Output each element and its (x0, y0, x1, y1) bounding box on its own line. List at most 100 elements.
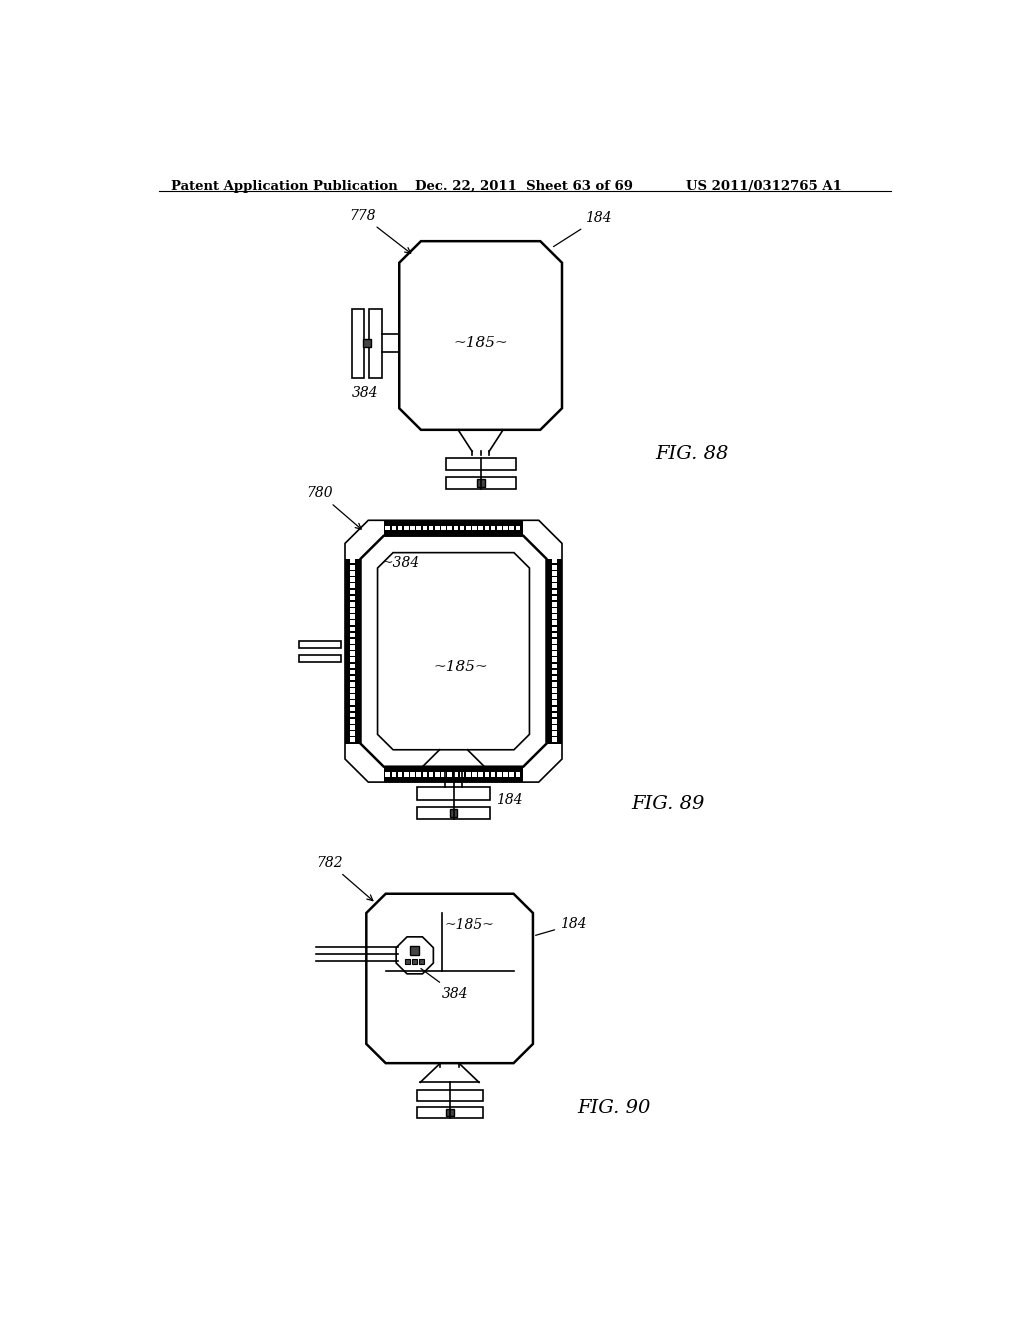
Bar (552, 676, 557, 681)
Bar (445, 458, 515, 470)
Bar (350, 590, 355, 594)
Bar (419, 958, 424, 964)
Text: Dec. 22, 2011  Sheet 63 of 69: Dec. 22, 2011 Sheet 63 of 69 (415, 180, 633, 193)
Bar (447, 772, 452, 776)
Bar (350, 651, 355, 656)
Bar (351, 309, 364, 378)
Bar (410, 772, 415, 776)
Bar (417, 788, 490, 800)
Bar (552, 572, 557, 576)
Bar (350, 558, 355, 564)
Bar (350, 664, 355, 668)
Bar (410, 525, 415, 531)
Bar (350, 645, 355, 649)
Bar (350, 719, 355, 723)
Text: 782: 782 (316, 855, 373, 900)
Bar (350, 657, 355, 663)
Text: ~185~: ~185~ (454, 337, 508, 350)
Bar (497, 772, 502, 776)
Bar (552, 583, 557, 589)
Bar (466, 772, 471, 776)
Bar (403, 772, 409, 776)
Bar (423, 525, 427, 531)
Text: FIG. 90: FIG. 90 (578, 1100, 651, 1117)
Bar (509, 772, 514, 776)
Bar (435, 525, 439, 531)
Bar (385, 772, 390, 776)
Bar (350, 688, 355, 693)
Bar (350, 565, 355, 570)
Bar (515, 772, 520, 776)
Bar (552, 664, 557, 668)
Bar (552, 694, 557, 700)
Bar (552, 558, 557, 564)
Bar (345, 558, 360, 743)
Bar (350, 632, 355, 638)
Bar (552, 565, 557, 570)
Bar (472, 772, 477, 776)
Bar (350, 676, 355, 681)
Text: 384: 384 (421, 969, 469, 1001)
Bar (552, 713, 557, 718)
Bar (429, 772, 433, 776)
Bar (435, 772, 439, 776)
Bar (552, 632, 557, 638)
Bar (417, 772, 421, 776)
Bar (350, 572, 355, 576)
Bar (350, 620, 355, 626)
Bar (423, 772, 427, 776)
Bar (370, 309, 382, 378)
Text: FIG. 89: FIG. 89 (632, 795, 706, 813)
Bar (445, 477, 515, 490)
Bar (552, 609, 557, 612)
Bar (477, 479, 484, 487)
Bar (391, 525, 396, 531)
Text: 184: 184 (554, 211, 612, 247)
Bar (552, 669, 557, 675)
Text: US 2011/0312765 A1: US 2011/0312765 A1 (686, 180, 842, 193)
Bar (552, 639, 557, 644)
Bar (350, 609, 355, 612)
Bar (552, 645, 557, 649)
Bar (484, 772, 489, 776)
Bar (397, 525, 402, 531)
Bar (547, 558, 562, 743)
Bar (460, 772, 464, 776)
Text: ~384: ~384 (381, 557, 420, 570)
Bar (429, 525, 433, 531)
Bar (490, 525, 496, 531)
Bar (441, 772, 445, 776)
Bar (552, 706, 557, 711)
Bar (552, 614, 557, 619)
Bar (350, 738, 355, 742)
Text: 184: 184 (497, 792, 523, 807)
Text: ~185~: ~185~ (444, 917, 494, 932)
Bar (384, 520, 523, 536)
Bar (460, 525, 464, 531)
Bar (552, 577, 557, 582)
Bar (454, 772, 458, 776)
Bar (552, 682, 557, 686)
Bar (552, 627, 557, 631)
Bar (350, 706, 355, 711)
Bar (466, 525, 471, 531)
Bar (552, 602, 557, 607)
Text: Patent Application Publication: Patent Application Publication (171, 180, 397, 193)
Bar (403, 525, 409, 531)
Text: 184: 184 (536, 917, 587, 936)
Bar (397, 772, 402, 776)
Bar (350, 639, 355, 644)
Text: 384: 384 (351, 387, 378, 400)
Bar (447, 525, 452, 531)
Bar (350, 725, 355, 730)
Text: FIG. 88: FIG. 88 (655, 445, 728, 463)
Bar (441, 525, 445, 531)
Bar (350, 669, 355, 675)
Bar (350, 694, 355, 700)
Bar (350, 595, 355, 601)
Text: 780: 780 (306, 486, 361, 529)
Bar (454, 525, 458, 531)
Bar (450, 809, 458, 817)
Bar (350, 577, 355, 582)
Text: 778: 778 (349, 209, 411, 253)
